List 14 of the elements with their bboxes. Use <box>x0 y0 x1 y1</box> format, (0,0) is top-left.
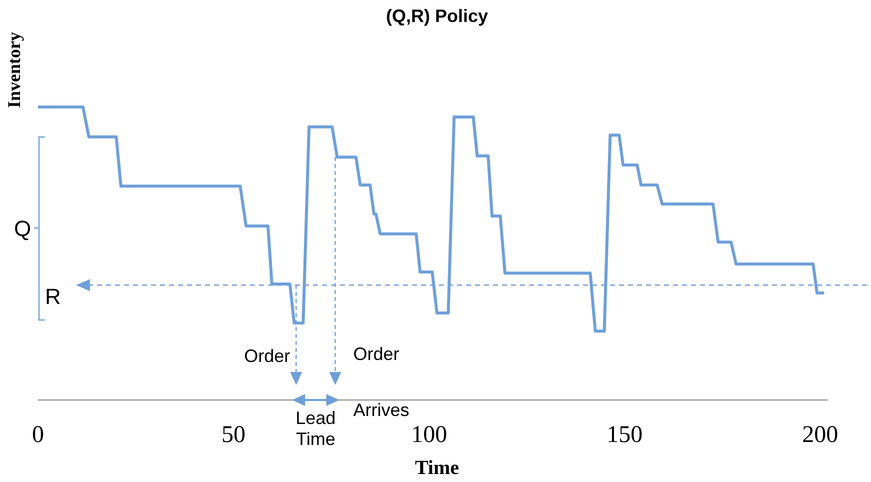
ref-line-label: R <box>45 284 61 310</box>
chart-title: (Q,R) Policy <box>386 6 488 26</box>
y-axis-title: Inventory <box>4 32 24 108</box>
x-tick-label: 200 <box>802 422 838 448</box>
annotation: Order <box>244 346 290 366</box>
annotation: Order <box>353 344 400 364</box>
x-axis-title: Time <box>414 457 460 479</box>
x-tick-label: 150 <box>606 422 643 448</box>
annotation: Arrives <box>353 400 410 420</box>
x-tick-label: 0 <box>32 422 44 448</box>
text: Lead Time <box>296 408 336 449</box>
x-tick-label: 50 <box>222 422 246 448</box>
x-tick-label: 100 <box>411 422 448 448</box>
text: Q <box>14 216 32 241</box>
